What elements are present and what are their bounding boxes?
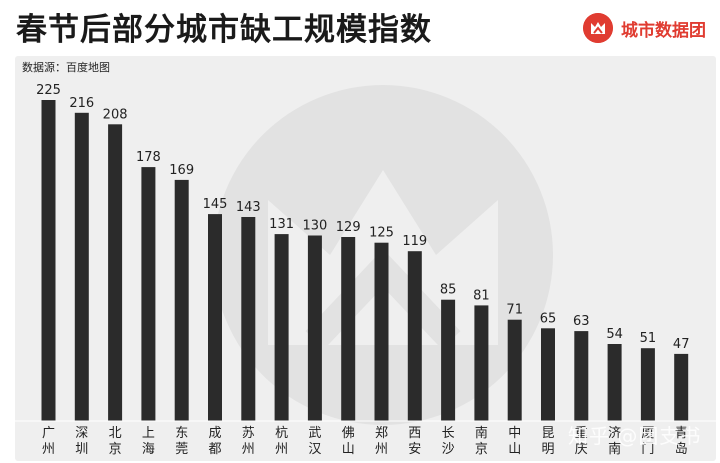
bar (607, 344, 622, 421)
bar-series: 225 广州 216 深圳 208 北京 178 上海 169 东莞 145 成都 143 苏州 131 杭州… (36, 83, 689, 457)
bar (307, 235, 322, 421)
bar-value-label: 216 (69, 96, 94, 111)
brand: 城市数据团 (583, 13, 706, 43)
bar-value-label: 225 (36, 83, 61, 98)
category-tick-label: 重庆 (575, 425, 588, 457)
category-tick-label: 青岛 (675, 426, 688, 457)
bar-value-label: 129 (336, 220, 361, 235)
bar (41, 100, 56, 421)
bar-value-label: 54 (606, 327, 623, 342)
bar (407, 251, 422, 421)
bar-value-label: 143 (236, 200, 261, 215)
category-tick-label: 西安 (408, 426, 421, 457)
category-tick-label: 郑州 (375, 426, 388, 457)
chart-title: 春节后部分城市缺工规模指数 (16, 12, 432, 48)
bar (574, 331, 589, 421)
category-tick-label: 北京 (109, 426, 122, 457)
bar (174, 179, 189, 421)
category-tick-label: 中山 (508, 426, 521, 457)
bar (341, 237, 356, 421)
category-tick-label: 厦门 (641, 426, 654, 457)
bar (640, 348, 655, 421)
bar-value-label: 125 (369, 226, 394, 241)
bar (74, 112, 89, 422)
category-tick-label: 武汉 (308, 426, 321, 457)
bar-value-label: 63 (573, 314, 590, 329)
category-tick-label: 济南 (608, 426, 621, 457)
watermark-text: 知乎 @团支书 (568, 424, 702, 448)
bar (441, 299, 456, 421)
category-tick-label: 广州 (42, 426, 55, 457)
bar-value-label: 85 (440, 283, 457, 298)
bar (274, 234, 289, 421)
bar (374, 242, 389, 421)
bar-value-label: 178 (136, 150, 161, 165)
data-source-label: 数据源：百度地图 (22, 61, 110, 74)
bar-value-label: 169 (169, 163, 194, 178)
category-tick-label: 昆明 (541, 426, 554, 457)
bar-value-label: 71 (506, 303, 523, 318)
bar (208, 214, 222, 421)
category-tick-label: 杭州 (275, 426, 288, 457)
bar-value-label: 47 (673, 337, 690, 352)
category-tick-label: 南京 (475, 425, 488, 457)
bar-value-label: 130 (302, 219, 327, 234)
category-tick-label: 深圳 (75, 426, 88, 457)
bar-value-label: 208 (103, 107, 128, 122)
brand-name: 城市数据团 (621, 20, 706, 41)
category-tick-label: 苏州 (242, 425, 255, 457)
category-tick-label: 东莞 (175, 426, 188, 457)
category-tick-label: 佛山 (342, 426, 355, 457)
bar (674, 353, 689, 421)
bar-value-label: 119 (402, 234, 427, 249)
bar (108, 124, 123, 422)
category-tick-label: 上海 (142, 426, 155, 457)
bar (474, 305, 489, 421)
bar (507, 319, 522, 421)
bar-value-label: 145 (203, 197, 228, 212)
bar-value-label: 131 (269, 217, 294, 232)
category-tick-label: 成都 (208, 426, 221, 457)
bar (241, 217, 256, 421)
bar-value-label: 65 (540, 311, 557, 326)
bar-value-label: 51 (640, 331, 657, 346)
bar (141, 167, 156, 421)
category-tick-label: 长沙 (442, 426, 455, 457)
bar-value-label: 81 (473, 288, 490, 303)
brand-logo-icon (583, 13, 613, 43)
bar (541, 328, 555, 421)
